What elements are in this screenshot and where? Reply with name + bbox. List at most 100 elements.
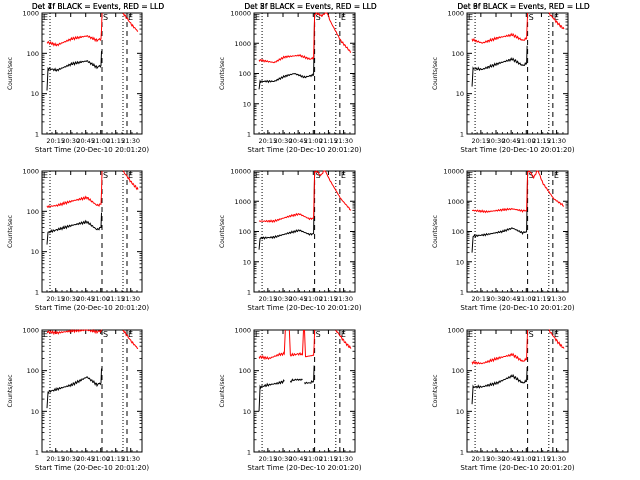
y-tick-label: 10000 xyxy=(230,10,251,18)
x-axis-label: Start Time (20-Dec-10 20:01:20) xyxy=(460,304,574,312)
x-axis-label: Start Time (20-Dec-10 20:01:20) xyxy=(247,146,361,154)
x-tick-label: 21:15 xyxy=(106,295,125,303)
x-tick-label: 20:15 xyxy=(46,295,65,303)
series-line-events xyxy=(46,51,102,91)
series-line-lld xyxy=(288,329,304,357)
y-tick-label: 1 xyxy=(35,289,39,297)
marker-label-s: S xyxy=(529,171,534,180)
marker-label-e: E xyxy=(554,171,559,180)
panel-title: Det 9f BLACK = Events, RED = LLD xyxy=(457,2,590,11)
panel-det-8f: Det 8f BLACK = Events, RED = LLD Counts/s… xyxy=(219,2,377,472)
y-axis-label: Counts/sec xyxy=(432,57,439,90)
y-tick-label: 100 xyxy=(27,208,39,216)
y-tick-label: 1000 xyxy=(447,198,464,206)
y-tick-label: 1000 xyxy=(447,327,464,335)
series-line-lld xyxy=(471,170,565,214)
series-group xyxy=(258,170,352,250)
y-tick-label: 1 xyxy=(460,131,464,139)
x-tick-label: 20:15 xyxy=(471,137,490,145)
series-line-events xyxy=(258,378,285,412)
marker-label-e: E xyxy=(468,13,473,22)
x-axis-label: Start Time (20-Dec-10 20:01:20) xyxy=(460,146,574,154)
x-tick-label: 21:15 xyxy=(532,295,551,303)
x-tick-label: 21:00 xyxy=(91,455,110,463)
y-tick-label: 10000 xyxy=(230,168,251,176)
series-line-lld xyxy=(304,329,316,358)
panel-det-5f: Det 5f BLACK = Events, RED = LLD Counts/s… xyxy=(219,2,377,312)
x-tick-label: 20:45 xyxy=(289,455,308,463)
y-tick-label: 1000 xyxy=(234,198,251,206)
series-group xyxy=(258,12,352,90)
x-tick-label: 21:15 xyxy=(106,137,125,145)
y-tick-label: 1 xyxy=(247,131,251,139)
marker-label-e: E xyxy=(468,330,473,339)
panel-det-4f: Det 4f BLACK = Events, RED = LLD Counts/s… xyxy=(7,2,164,312)
y-tick-label: 100 xyxy=(239,70,251,78)
y-tick-label: 100 xyxy=(27,50,39,58)
series-line-lld xyxy=(471,12,529,44)
x-tick-label: 20:15 xyxy=(46,455,65,463)
y-axis-label: Counts/sec xyxy=(219,215,226,248)
series-line-events xyxy=(471,366,528,405)
series-line-lld xyxy=(335,329,352,349)
x-axis-label: Start Time (20-Dec-10 20:01:20) xyxy=(460,464,574,472)
marker-label-e: E xyxy=(554,330,559,339)
y-tick-label: 10 xyxy=(243,100,251,108)
y-tick-label: 1 xyxy=(247,449,251,457)
marker-label-e: E xyxy=(554,13,559,22)
x-tick-label: 21:00 xyxy=(517,295,536,303)
series-line-events xyxy=(471,172,529,253)
y-tick-label: 10 xyxy=(243,258,251,266)
x-tick-label: 20:45 xyxy=(289,137,308,145)
marker-label-e: E xyxy=(43,171,48,180)
y-axis-label: Counts/sec xyxy=(219,374,226,407)
series-line-lld xyxy=(122,329,139,350)
y-tick-label: 10 xyxy=(243,408,251,416)
y-tick-label: 10 xyxy=(456,408,464,416)
panel-det-9f: Det 9f BLACK = Events, RED = LLD Counts/s… xyxy=(432,2,590,472)
series-line-lld xyxy=(548,329,565,349)
x-tick-label: 21:15 xyxy=(532,137,551,145)
marker-label-e: E xyxy=(341,330,346,339)
y-axis-label: Counts/sec xyxy=(7,57,14,90)
marker-label-s: S xyxy=(103,330,108,339)
series-group xyxy=(46,12,139,91)
series-group xyxy=(471,329,565,405)
x-tick-label: 21:30 xyxy=(334,137,353,145)
x-tick-label: 20:30 xyxy=(61,137,80,145)
x-axis-label: Start Time (20-Dec-10 20:01:20) xyxy=(247,304,361,312)
x-tick-label: 21:15 xyxy=(319,455,338,463)
x-tick-label: 21:30 xyxy=(121,137,140,145)
x-axis-label: Start Time (20-Dec-10 20:01:20) xyxy=(35,146,149,154)
marker-label-e: E xyxy=(255,330,260,339)
marker-label-e: E xyxy=(255,171,260,180)
y-tick-label: 1000 xyxy=(234,40,251,48)
x-tick-label: 20:45 xyxy=(289,295,308,303)
series-line-events xyxy=(289,378,303,384)
y-tick-label: 10 xyxy=(31,408,39,416)
y-axis-label: Counts/sec xyxy=(7,215,14,248)
x-tick-label: 20:15 xyxy=(258,137,277,145)
x-tick-label: 20:30 xyxy=(274,455,293,463)
x-tick-label: 21:00 xyxy=(304,137,323,145)
x-tick-label: 20:45 xyxy=(76,455,95,463)
y-tick-label: 1000 xyxy=(447,10,464,18)
y-tick-label: 10 xyxy=(31,248,39,256)
marker-label-e: E xyxy=(255,13,260,22)
x-tick-label: 20:15 xyxy=(471,455,490,463)
y-tick-label: 10 xyxy=(456,90,464,98)
panel-title: Det 7f BLACK = Events, RED = LLD xyxy=(32,2,165,11)
series-line-events xyxy=(258,172,316,250)
y-tick-label: 1000 xyxy=(234,327,251,335)
y-tick-label: 1000 xyxy=(22,10,39,18)
y-tick-label: 1000 xyxy=(22,168,39,176)
x-tick-label: 21:30 xyxy=(121,295,140,303)
y-axis-label: Counts/sec xyxy=(7,374,14,407)
series-group xyxy=(46,170,139,245)
x-tick-label: 21:30 xyxy=(334,455,353,463)
panel-title: Det 4f BLACK = Events, RED = LLD xyxy=(32,2,165,11)
y-tick-label: 10000 xyxy=(443,168,464,176)
marker-label-s: S xyxy=(529,330,534,339)
marker-label-s: S xyxy=(316,171,321,180)
